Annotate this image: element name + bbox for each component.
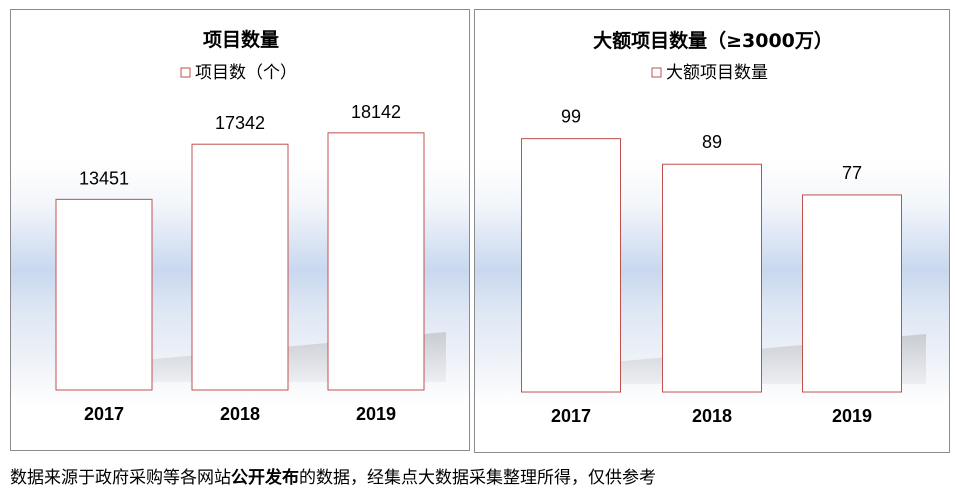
bar-2018 xyxy=(662,163,762,393)
bar-2019 xyxy=(802,194,902,393)
bar-2018 xyxy=(191,143,289,391)
legend-label: 大额项目数量 xyxy=(666,63,768,83)
chart-panel-project-count: 项目数量项目数（个） 13451 2017 17342 2018 18142 2019 xyxy=(10,9,470,451)
category-label-2018: 2018 xyxy=(692,406,732,426)
chart-title: 项目数量 xyxy=(203,28,279,51)
chart-title: 大额项目数量（≥3000万） xyxy=(593,29,833,52)
bar-2017 xyxy=(521,138,621,393)
category-label-2019: 2019 xyxy=(356,404,396,424)
data-label-2019: 77 xyxy=(842,163,862,183)
footnote-text-after: 的数据，经集点大数据采集整理所得，仅供参考 xyxy=(299,468,656,488)
legend-label: 项目数（个） xyxy=(195,63,297,83)
bar-2019 xyxy=(327,132,425,391)
legend-swatch xyxy=(180,67,191,78)
category-label-2019: 2019 xyxy=(832,406,872,426)
chart-large-project-count: 大额项目数量（≥3000万） 大额项目数量 99 2017 89 2018 77 2019 xyxy=(475,29,949,426)
bar-2017 xyxy=(55,198,153,391)
data-label-2017: 99 xyxy=(561,107,581,127)
chart-panel-large-project-count: 大额项目数量（≥3000万） 大额项目数量 99 2017 89 2018 77 2019 xyxy=(474,9,950,453)
data-label-2018: 89 xyxy=(702,132,722,152)
category-label-2017: 2017 xyxy=(551,406,591,426)
data-label-2018: 17342 xyxy=(215,113,265,133)
category-label-2017: 2017 xyxy=(84,404,124,424)
legend-swatch xyxy=(651,67,662,78)
data-label-2017: 13451 xyxy=(79,168,129,188)
data-label-2019: 18142 xyxy=(351,102,401,122)
footnote-text-before: 数据来源于政府采购等各网站 xyxy=(10,468,231,488)
data-source-note: 数据来源于政府采购等各网站公开发布的数据，经集点大数据采集整理所得，仅供参考 xyxy=(10,463,656,488)
footnote-text-bold: 公开发布 xyxy=(231,468,299,488)
category-label-2018: 2018 xyxy=(220,404,260,424)
